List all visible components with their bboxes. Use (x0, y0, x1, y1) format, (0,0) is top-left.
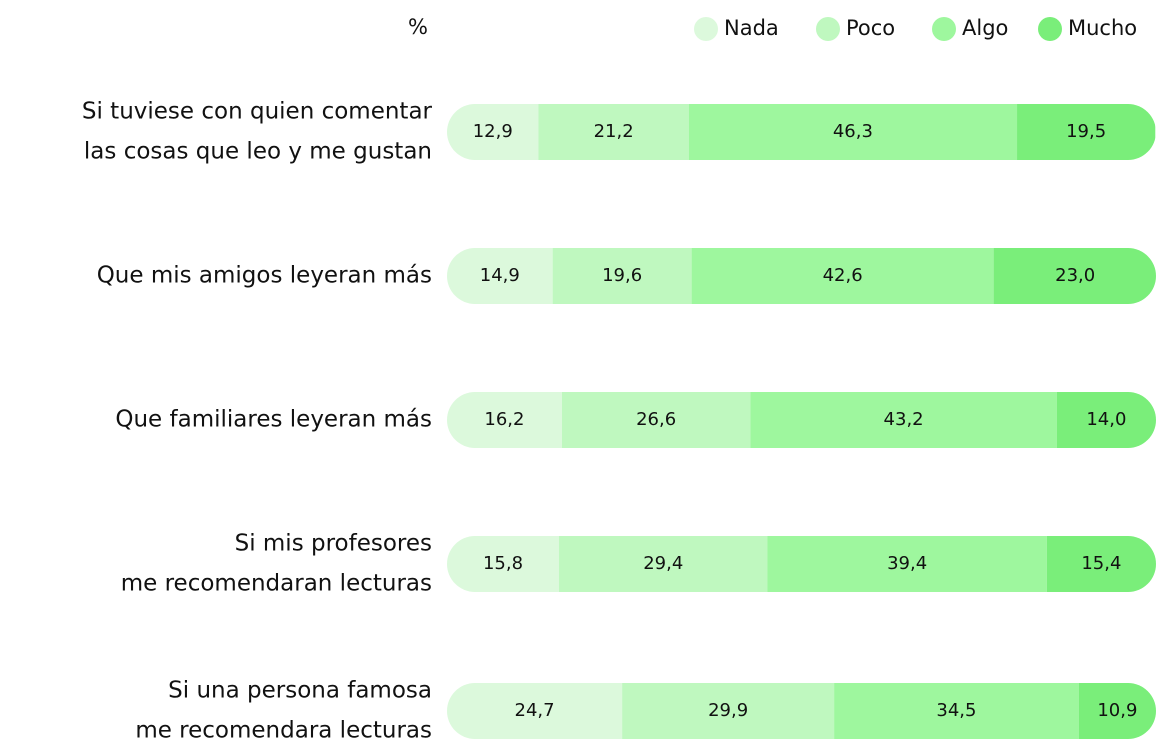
bar-segment (1078, 683, 1156, 739)
category-label: las cosas que leo y me gustan (84, 139, 432, 165)
bar-segment (447, 392, 562, 448)
bar-segment (1056, 392, 1156, 448)
value-label: 15,4 (1081, 553, 1121, 574)
value-label: 24,7 (515, 700, 555, 721)
value-label: 14,0 (1086, 409, 1126, 430)
bar-segment (688, 104, 1018, 160)
category-label: Si mis profesores (235, 531, 432, 557)
bar-segment (834, 683, 1079, 739)
value-label: 43,2 (884, 409, 924, 430)
legend-swatch (816, 17, 840, 41)
bar-row (447, 104, 1156, 160)
category-label: me recomendaran lecturas (121, 571, 432, 597)
bar-row (447, 248, 1156, 304)
value-label: 15,8 (483, 553, 523, 574)
value-label: 16,2 (484, 409, 524, 430)
value-label: 34,5 (936, 700, 976, 721)
bar-segment (767, 536, 1047, 592)
value-label: 26,6 (636, 409, 676, 430)
value-label: 29,9 (708, 700, 748, 721)
value-label: 42,6 (823, 265, 863, 286)
bar-segment (622, 683, 835, 739)
bar-segment (538, 104, 689, 160)
bar-row (447, 392, 1156, 448)
legend-swatch (932, 17, 956, 41)
value-label: 19,6 (602, 265, 642, 286)
bar-segment (750, 392, 1057, 448)
legend-label: Nada (724, 16, 779, 40)
legend-label: Poco (846, 16, 895, 40)
legend-label: Mucho (1068, 16, 1137, 40)
value-label: 14,9 (480, 265, 520, 286)
bar-segment (447, 536, 560, 592)
category-label: Si tuviese con quien comentar (82, 99, 433, 125)
value-label: 12,9 (473, 121, 513, 142)
legend-swatch (694, 17, 718, 41)
bar-segment (561, 392, 751, 448)
bar-segment (447, 248, 553, 304)
category-label: Que familiares leyeran más (115, 407, 432, 433)
category-label: Que mis amigos leyeran más (97, 263, 432, 289)
bar-segment (447, 104, 539, 160)
value-label: 39,4 (887, 553, 927, 574)
bar-row (447, 536, 1156, 592)
bar-segment (559, 536, 768, 592)
bar-segment (1017, 104, 1156, 160)
bar-row (447, 683, 1156, 739)
category-label: me recomendara lecturas (135, 718, 432, 740)
bar-segment (1046, 536, 1156, 592)
legend-label: Algo (962, 16, 1008, 40)
value-label: 23,0 (1055, 265, 1095, 286)
value-label: 21,2 (594, 121, 634, 142)
value-label: 10,9 (1097, 700, 1137, 721)
bar-segment (691, 248, 994, 304)
chart-title: % (408, 15, 428, 39)
bar-segment (447, 683, 623, 739)
value-label: 29,4 (643, 553, 683, 574)
bar-segment (552, 248, 692, 304)
value-label: 46,3 (833, 121, 873, 142)
value-label: 19,5 (1066, 121, 1106, 142)
legend-swatch (1038, 17, 1062, 41)
bar-segment (993, 248, 1156, 304)
category-label: Si una persona famosa (168, 678, 432, 704)
